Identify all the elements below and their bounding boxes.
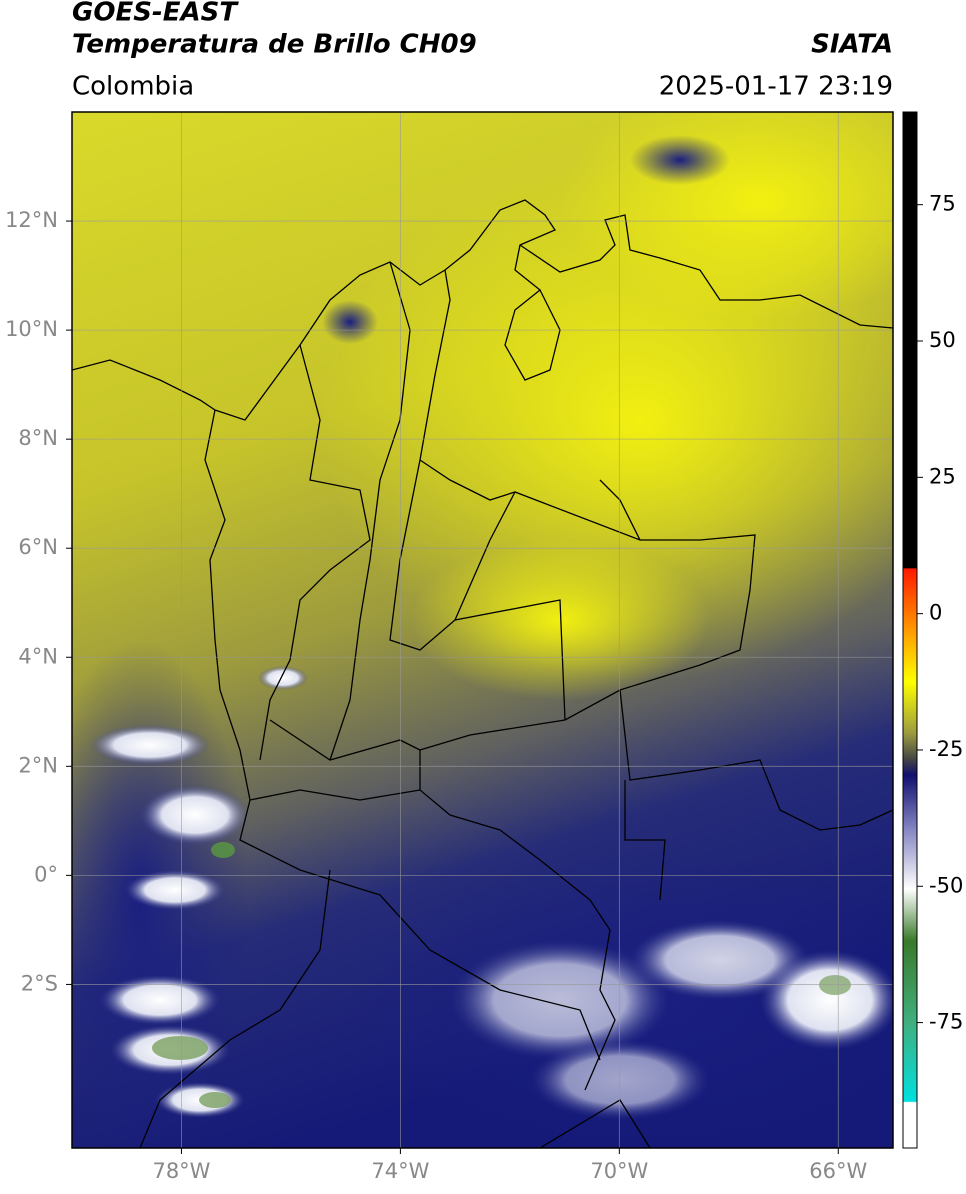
y-tick-label: 8°N — [18, 426, 58, 450]
y-tick-label: 12°N — [5, 208, 58, 232]
y-tick-label: 0° — [34, 862, 58, 886]
y-tick-label: 4°N — [18, 644, 58, 668]
subtitle: Temperatura de Brillo CH09 — [72, 30, 477, 60]
datetime: 2025-01-17 23:19 — [659, 72, 893, 102]
colorbar-tick-label: -75 — [929, 1010, 963, 1034]
region: Colombia — [72, 72, 194, 102]
colorbar-tick-label: 50 — [929, 328, 956, 352]
y-tick-label: 2°S — [21, 971, 58, 995]
colorbar-tick-label: -25 — [929, 737, 963, 761]
x-tick-label: 74°W — [371, 1159, 429, 1183]
colorbar — [902, 111, 918, 1149]
y-tick-label: 10°N — [5, 317, 58, 341]
y-tick-label: 6°N — [18, 535, 58, 559]
map-frame — [71, 111, 894, 1149]
grid — [72, 112, 893, 1148]
source: SIATA — [811, 30, 893, 60]
x-tick-label: 66°W — [809, 1159, 867, 1183]
colorbar-tick-label: 0 — [929, 601, 942, 625]
y-tick-label: 2°N — [18, 753, 58, 777]
title: GOES-EAST — [72, 0, 239, 28]
colorbar-tick-label: 25 — [929, 464, 956, 488]
colorbar-tick-label: 75 — [929, 192, 956, 216]
x-tick-label: 78°W — [152, 1159, 210, 1183]
colorbar-tick-label: -50 — [929, 873, 963, 897]
x-tick-label: 70°W — [590, 1159, 648, 1183]
satellite-image — [72, 112, 893, 1148]
